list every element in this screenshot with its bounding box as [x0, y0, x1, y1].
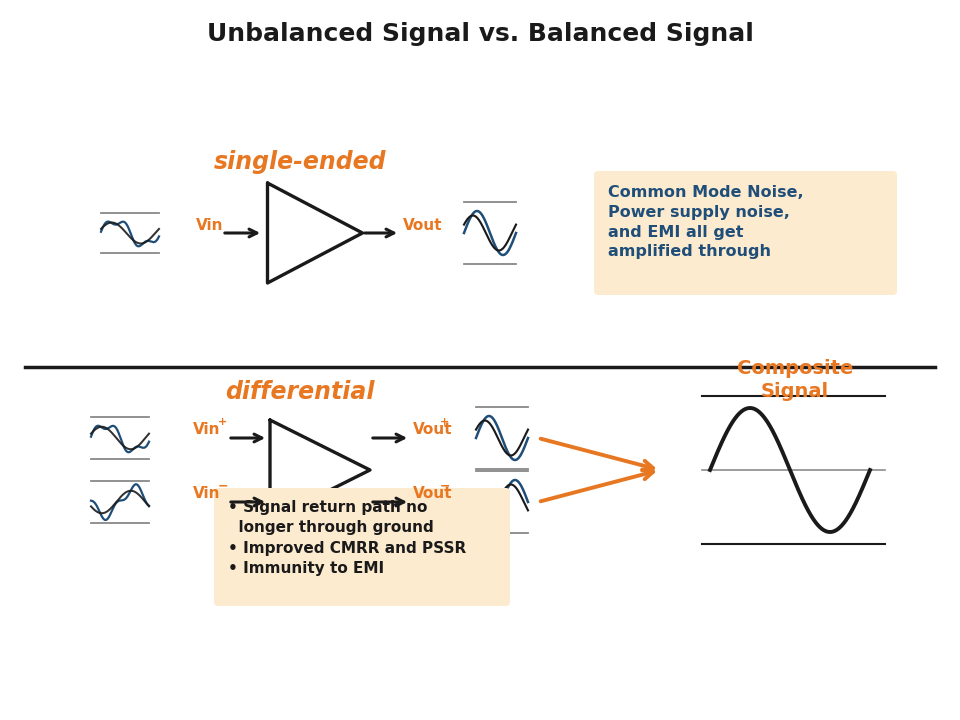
Text: differential: differential	[226, 380, 374, 404]
Text: Vin: Vin	[196, 217, 224, 233]
Text: single-ended: single-ended	[214, 150, 386, 174]
Text: Common Mode Noise,
Power supply noise,
and EMI all get
amplified through: Common Mode Noise, Power supply noise, a…	[608, 185, 804, 259]
Text: Vout: Vout	[413, 423, 452, 438]
FancyBboxPatch shape	[594, 171, 897, 295]
Text: +: +	[440, 417, 449, 427]
Text: • Signal return path no
  longer through ground
• Improved CMRR and PSSR
• Immun: • Signal return path no longer through g…	[228, 500, 467, 576]
Text: Composite
Signal: Composite Signal	[737, 359, 853, 401]
Text: −: −	[440, 480, 450, 492]
Text: −: −	[218, 480, 228, 492]
FancyBboxPatch shape	[214, 488, 510, 606]
Text: Vout: Vout	[403, 217, 443, 233]
Text: Vout: Vout	[413, 487, 452, 502]
Text: +: +	[218, 417, 228, 427]
Text: Vin: Vin	[193, 487, 221, 502]
Text: Unbalanced Signal vs. Balanced Signal: Unbalanced Signal vs. Balanced Signal	[206, 22, 754, 46]
Text: Vin: Vin	[193, 423, 221, 438]
